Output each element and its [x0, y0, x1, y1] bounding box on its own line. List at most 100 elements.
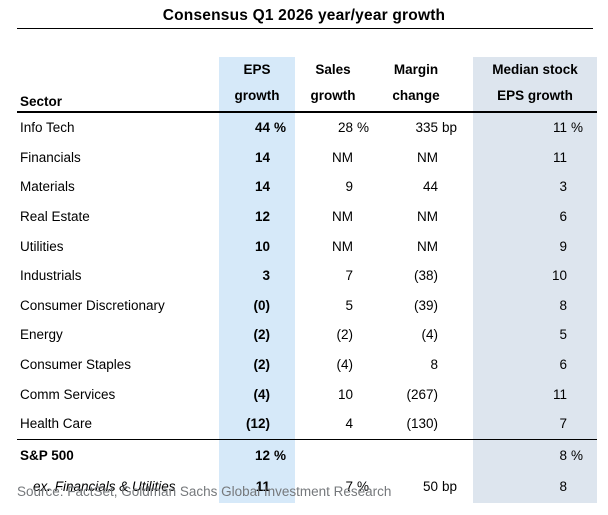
header-spacer: [461, 57, 473, 113]
sector-cell: Comm Services: [20, 386, 116, 402]
table-row: Consumer Staples (2) (4) 8 6: [17, 349, 597, 380]
cell-unit: %: [357, 479, 370, 495]
cell-value: 5: [345, 297, 353, 313]
spacer-cell: [461, 172, 473, 202]
value-cell: NM: [295, 202, 371, 232]
value-cell: NM: [371, 202, 461, 232]
cell-unit: %: [274, 447, 287, 463]
value-cell: (12): [219, 408, 295, 440]
cell-value: (38): [413, 268, 438, 284]
value-cell: 6: [473, 349, 597, 380]
spacer-cell: [461, 202, 473, 232]
value-cell: 28%: [295, 112, 371, 143]
table-row: Financials 14 NM NM 11: [17, 142, 597, 173]
header-sales-growth: Sales growth: [295, 57, 371, 113]
cell-value: (4): [253, 386, 271, 402]
header-median-line2: EPS growth: [497, 88, 573, 103]
value-cell: 11%: [473, 112, 597, 143]
value-cell: 7: [295, 261, 371, 291]
cell-value: (130): [406, 416, 438, 432]
cell-value: 14: [254, 149, 270, 165]
cell-value: (4): [336, 357, 354, 373]
value-cell: 8: [371, 350, 461, 380]
header-margin-line2: change: [392, 88, 440, 103]
spacer-cell: [461, 438, 473, 471]
value-cell: 5: [295, 291, 371, 321]
table-row: Real Estate 12 NM NM 6: [17, 201, 597, 232]
spacer-cell: [461, 291, 473, 321]
table-row: Utilities 10 NM NM 9: [17, 231, 597, 261]
cell-unit: bp: [442, 120, 458, 136]
value-cell: 10: [219, 231, 295, 261]
table-row: Energy (2) (2) (4) 5: [17, 320, 597, 350]
value-cell: 12%: [219, 438, 295, 471]
value-cell: 44%: [219, 112, 295, 143]
value-cell: 10: [473, 260, 597, 291]
cell-value: 4: [345, 416, 353, 432]
cell-value: 9: [559, 238, 567, 254]
sector-cell: Utilities: [20, 238, 64, 254]
spacer-cell: [461, 350, 473, 380]
table-header: Sector EPS growth Sales growth Margin ch…: [17, 57, 597, 113]
value-cell: NM: [295, 231, 371, 261]
header-median-line1: Median stock: [492, 62, 578, 77]
cell-value: 11: [552, 149, 567, 165]
spacer-cell: [461, 143, 473, 173]
cell-value: 7: [345, 479, 353, 495]
header-sales-line2: growth: [310, 88, 356, 103]
sector-cell: Energy: [20, 327, 63, 343]
table-row: Industrials 3 7 (38) 10: [17, 260, 597, 291]
cell-value: 7: [345, 268, 353, 284]
spacer-cell: [461, 231, 473, 261]
spacer-cell: [461, 112, 473, 143]
value-cell: [371, 438, 461, 471]
value-cell: (4): [295, 350, 371, 380]
value-cell: 44: [371, 172, 461, 202]
value-cell: (2): [219, 320, 295, 350]
value-cell: 8: [473, 290, 597, 321]
value-cell: [295, 438, 371, 471]
table-row: ex. Financials & Utilities 11 7% 50 bp 8: [17, 470, 597, 503]
value-cell: 7%: [295, 471, 371, 503]
value-cell: 50 bp: [371, 471, 461, 503]
table-row: Consumer Discretionary (0) 5 (39) 8: [17, 290, 597, 321]
value-cell: 7: [473, 408, 597, 440]
table-row: Comm Services (4) 10 (267) 11: [17, 379, 597, 409]
sector-cell: Consumer Staples: [20, 357, 132, 373]
header-margin-change: Margin change: [371, 57, 461, 113]
sector-cell: Materials: [20, 179, 75, 195]
value-cell: 8: [473, 470, 597, 503]
sector-cell: Industrials: [20, 268, 82, 284]
cell-value: (2): [336, 327, 354, 343]
cell-value: NM: [417, 149, 438, 165]
spacer-cell: [461, 379, 473, 409]
cell-value: NM: [332, 238, 353, 254]
value-cell: 14: [219, 172, 295, 202]
value-cell: 4: [295, 409, 371, 439]
cell-value: (267): [406, 386, 438, 402]
value-cell: (38): [371, 261, 461, 291]
value-cell: (2): [219, 349, 295, 380]
sector-cell: S&P 500: [17, 438, 219, 471]
sector-cell: Financials: [20, 149, 81, 165]
spacer-cell: [461, 409, 473, 439]
cell-value: 10: [254, 238, 270, 254]
cell-value: NM: [332, 209, 353, 225]
cell-value: 9: [345, 179, 353, 195]
cell-unit: bp: [442, 479, 458, 495]
sector-cell: Health Care: [20, 416, 93, 432]
cell-value: 8: [559, 447, 567, 463]
title-rule: [17, 28, 593, 29]
cell-value: 10: [337, 386, 353, 402]
value-cell: 14: [219, 142, 295, 173]
chart-title: Consensus Q1 2026 year/year growth: [162, 7, 446, 24]
value-cell: (267): [371, 379, 461, 409]
spacer-cell: [461, 261, 473, 291]
cell-value: 3: [262, 268, 270, 284]
spacer-cell: [461, 471, 473, 503]
value-cell: NM: [295, 143, 371, 173]
value-cell: (0): [219, 290, 295, 321]
header-margin-line1: Margin: [393, 62, 439, 77]
cell-value: (4): [421, 327, 439, 343]
value-cell: 11: [473, 379, 597, 409]
